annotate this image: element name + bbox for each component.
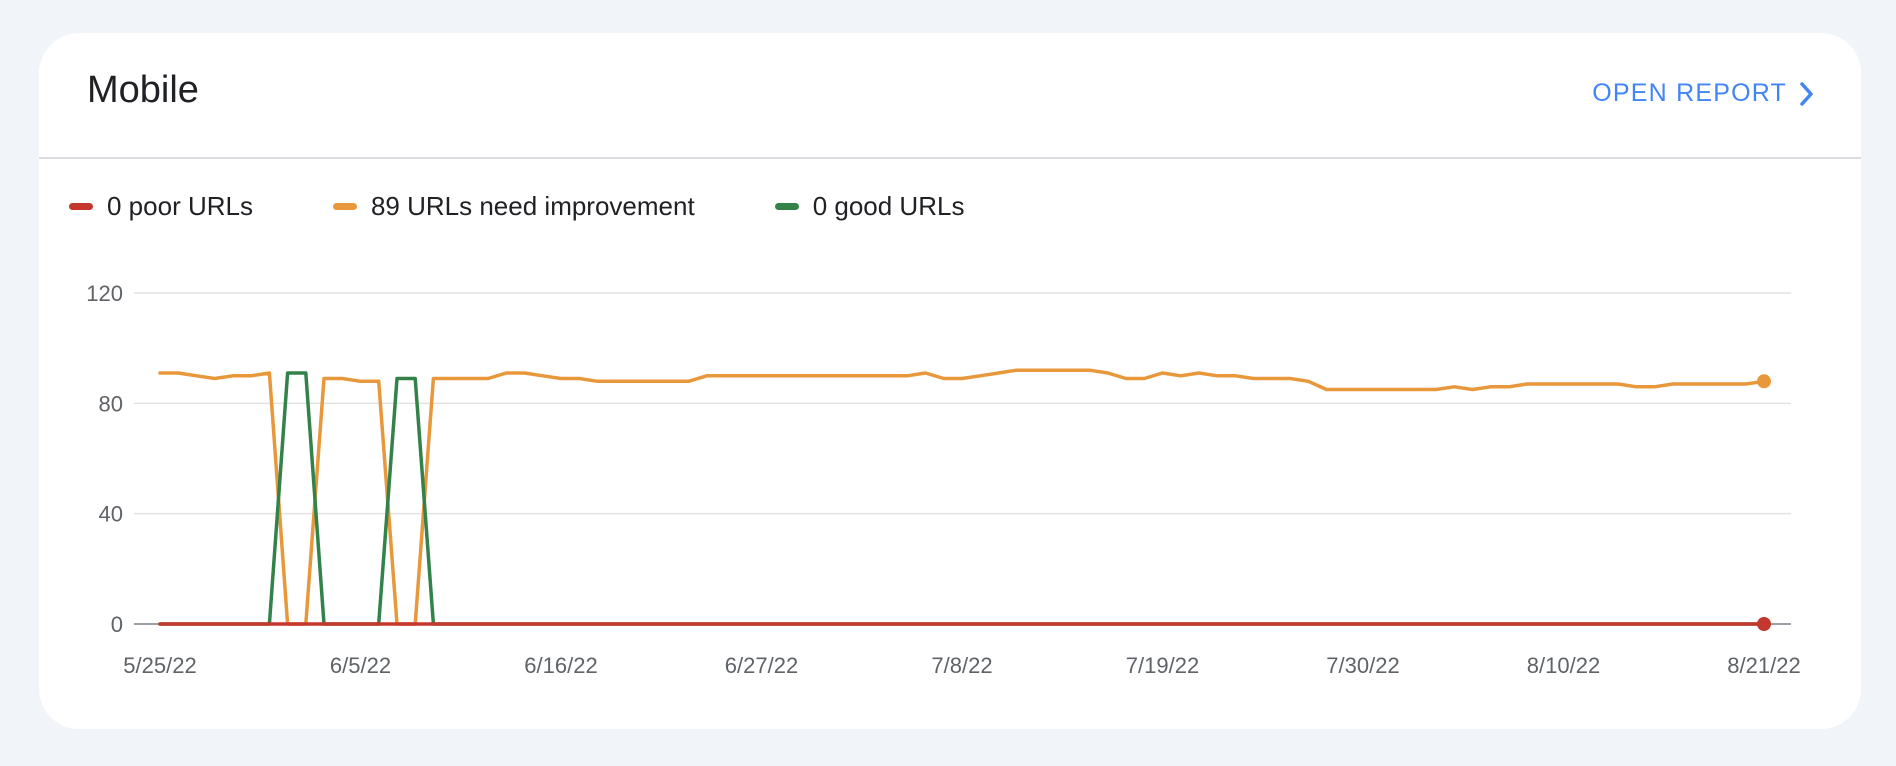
legend-item-good[interactable]: 0 good URLs bbox=[774, 191, 965, 222]
chart-legend: 0 poor URLs 89 URLs need improvement 0 g… bbox=[69, 191, 964, 222]
legend-label-poor: 0 poor URLs bbox=[107, 191, 253, 221]
x-tick-label: 7/8/22 bbox=[931, 653, 992, 678]
x-tick-label: 6/5/22 bbox=[330, 653, 391, 678]
legend-item-poor[interactable]: 0 poor URLs bbox=[69, 191, 253, 222]
y-tick-label: 0 bbox=[111, 612, 123, 637]
legend-swatch-need-improvement bbox=[332, 203, 357, 210]
header-divider bbox=[39, 157, 1861, 159]
x-tick-label: 6/27/22 bbox=[725, 653, 798, 678]
x-tick-label: 5/25/22 bbox=[123, 653, 196, 678]
legend-label-need-improvement: 89 URLs need improvement bbox=[370, 191, 695, 221]
legend-swatch-good bbox=[774, 203, 799, 210]
x-tick-label: 6/16/22 bbox=[524, 653, 597, 678]
x-tick-label: 7/30/22 bbox=[1326, 653, 1399, 678]
y-tick-label: 120 bbox=[86, 281, 123, 306]
chevron-right-icon bbox=[1800, 81, 1813, 106]
url-status-line-chart: 0 40 80 120 5/25/22 6/5/22 6/16/22 6/27/22 7/8/2… bbox=[86, 281, 1800, 678]
end-marker-need-improvement bbox=[1757, 374, 1771, 389]
x-tick-label: 8/10/22 bbox=[1527, 653, 1600, 678]
legend-item-need-improvement[interactable]: 89 URLs need improvement bbox=[332, 191, 695, 222]
series-line-need-improvement bbox=[158, 368, 1766, 626]
end-marker-poor bbox=[1757, 617, 1771, 631]
x-tick-label: 7/19/22 bbox=[1126, 653, 1199, 678]
legend-label-good: 0 good URLs bbox=[812, 191, 965, 221]
open-report-button[interactable]: OPEN REPORT bbox=[1592, 79, 1815, 108]
open-report-label: OPEN REPORT bbox=[1592, 79, 1787, 107]
card-title: Mobile bbox=[87, 69, 199, 111]
y-tick-label: 80 bbox=[99, 391, 123, 416]
series-line-good bbox=[158, 371, 1766, 626]
legend-swatch-poor bbox=[69, 203, 93, 210]
mobile-report-card: Mobile OPEN REPORT 0 poor URLs 89 URLs n… bbox=[39, 33, 1861, 729]
y-tick-label: 40 bbox=[99, 502, 123, 527]
x-tick-label: 8/21/22 bbox=[1727, 653, 1800, 678]
